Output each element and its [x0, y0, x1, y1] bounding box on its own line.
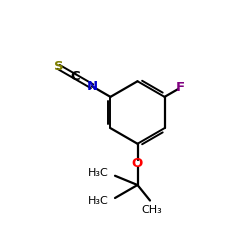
- Text: O: O: [132, 157, 143, 170]
- Text: F: F: [176, 81, 185, 94]
- Text: H₃C: H₃C: [88, 196, 109, 206]
- Text: CH₃: CH₃: [141, 205, 162, 215]
- Text: S: S: [54, 60, 63, 74]
- Text: N: N: [86, 80, 98, 93]
- Text: H₃C: H₃C: [88, 168, 109, 177]
- Text: C: C: [70, 70, 80, 83]
